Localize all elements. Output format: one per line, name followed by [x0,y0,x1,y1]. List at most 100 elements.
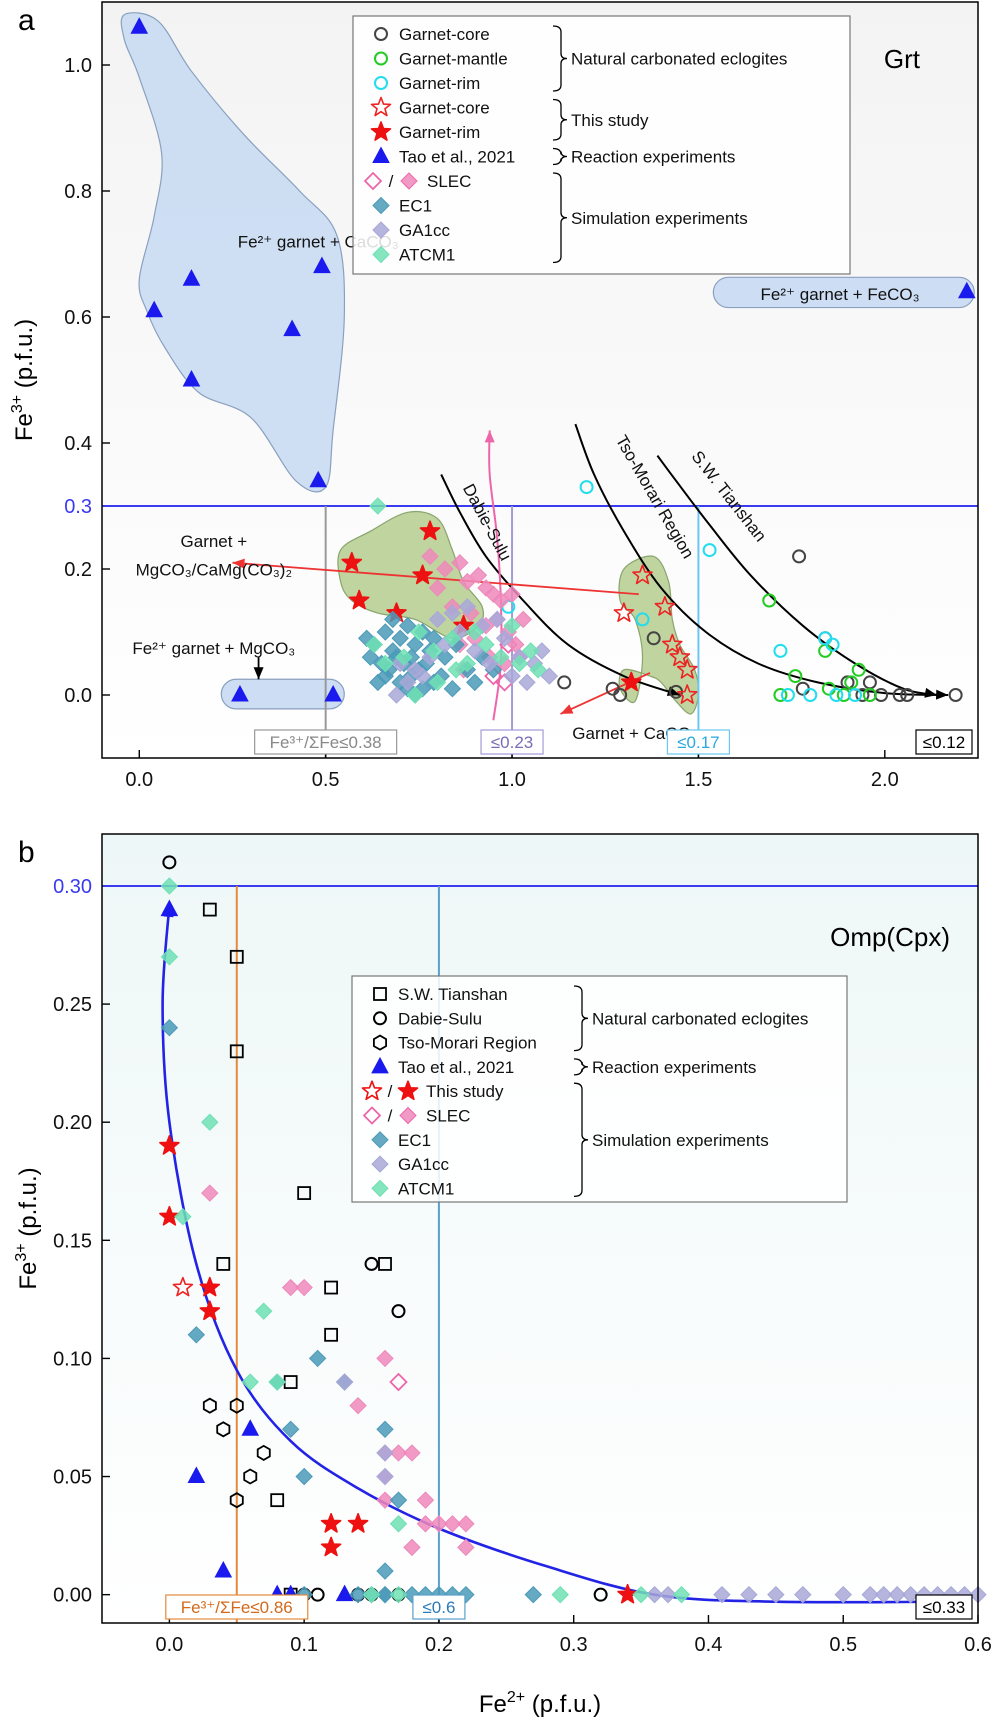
data-point [130,17,149,34]
y-tick-label: 0.00 [53,1585,92,1607]
data-point [202,1397,217,1414]
data-point [160,877,179,895]
data-point [229,949,244,964]
data-point [361,648,380,666]
data-point [378,1257,392,1271]
data-point [376,1562,394,1580]
data-point [861,1585,879,1604]
data-point [480,654,499,673]
legend-label: Tao et al., 2021 [398,1058,514,1077]
y-tick-label: 0.15 [53,1230,92,1252]
legend-marker [370,96,392,117]
legend-label: Tso-Morari Region [398,1034,537,1053]
data-point [780,688,795,702]
x-tick-label: 0.0 [125,769,153,791]
data-point [403,1538,421,1557]
data-point [403,1444,421,1462]
plot-frame [101,833,979,1624]
data-point [268,1373,286,1391]
data-point [773,643,788,658]
legend-label: EC1 [398,1131,431,1150]
data-point [376,1444,394,1462]
data-point [201,1184,219,1202]
data-point [510,654,529,673]
data-point [844,675,859,690]
data-point [447,661,465,679]
data-point [376,1491,394,1509]
data-point [593,1587,608,1602]
data-point [362,1585,381,1604]
legend-marker [372,146,390,163]
x-axis-label: Fe2+ (p.f.u.) [479,1689,601,1718]
data-point [654,595,676,616]
x-tick-label: 0.3 [560,1634,588,1656]
legend-group-label: Simulation experiments [592,1131,769,1150]
legend-brace [552,25,568,92]
data-point [503,585,521,603]
legend-marker [373,987,387,1001]
data-point [466,642,484,660]
data-point [398,616,417,635]
x-tick-label: 0.0 [155,1634,183,1656]
legend-label: ATCM1 [398,1179,454,1198]
data-point [948,688,963,702]
data-point [391,1304,406,1319]
annotation-arrowhead [232,558,245,569]
data-point [159,1205,180,1226]
trend-curve [440,474,681,696]
data-point [457,1538,475,1557]
legend-marker [370,121,392,141]
data-point [187,1466,206,1484]
data-point [901,1585,920,1604]
legend-brace [552,98,568,141]
legend-label: Garnet-core [399,25,490,44]
legend-group-label: This study [571,111,649,130]
data-point [613,602,635,623]
data-point [436,560,454,578]
legend-marker [372,245,390,264]
data-point [676,684,698,704]
trend-arrowhead [936,689,949,700]
data-point [369,497,387,515]
legend-brace [573,1058,589,1076]
annotation-label: Garnet + [181,532,248,551]
data-point [320,1513,342,1533]
legend-brace [573,985,589,1052]
data-point [295,1467,313,1486]
x-tick-label: 0.4 [695,1634,723,1656]
legend-group-label: Simulation experiments [571,209,748,228]
legend-label: Garnet-core [399,99,490,118]
data-point [829,688,844,702]
data-point [324,684,342,702]
annotation-label: Fe²⁺ garnet + MgCO₃ [132,639,295,658]
data-point [216,1421,231,1438]
data-point [579,480,594,495]
data-point [229,1492,244,1509]
data-point [676,658,698,679]
legend-label: S.W. Tianshan [398,985,508,1004]
data-point [410,623,428,641]
data-point [957,281,976,299]
data-point [521,642,540,660]
threshold-box [480,729,544,755]
y-axis-label: Fe3+ (p.f.u.) [9,319,38,441]
data-point [632,564,653,585]
data-point [503,667,521,685]
data-point [892,688,907,702]
data-point [803,688,818,702]
legend-slash: / [388,1107,393,1126]
legend-label: Garnet-mantle [399,50,508,69]
data-point [201,1113,219,1131]
legend-label: Garnet-rim [399,74,480,93]
legend-label: Garnet-rim [399,123,480,142]
data-point [421,547,439,566]
data-point [524,1585,542,1604]
annotation-arrowhead [253,667,264,680]
x-tick-label: 0.5 [829,1634,857,1656]
data-point [395,648,413,666]
y-tick-label: 0.25 [53,994,92,1016]
data-point [792,549,807,564]
data-point [659,1585,677,1604]
data-point [389,1372,408,1392]
data-point [412,564,433,585]
